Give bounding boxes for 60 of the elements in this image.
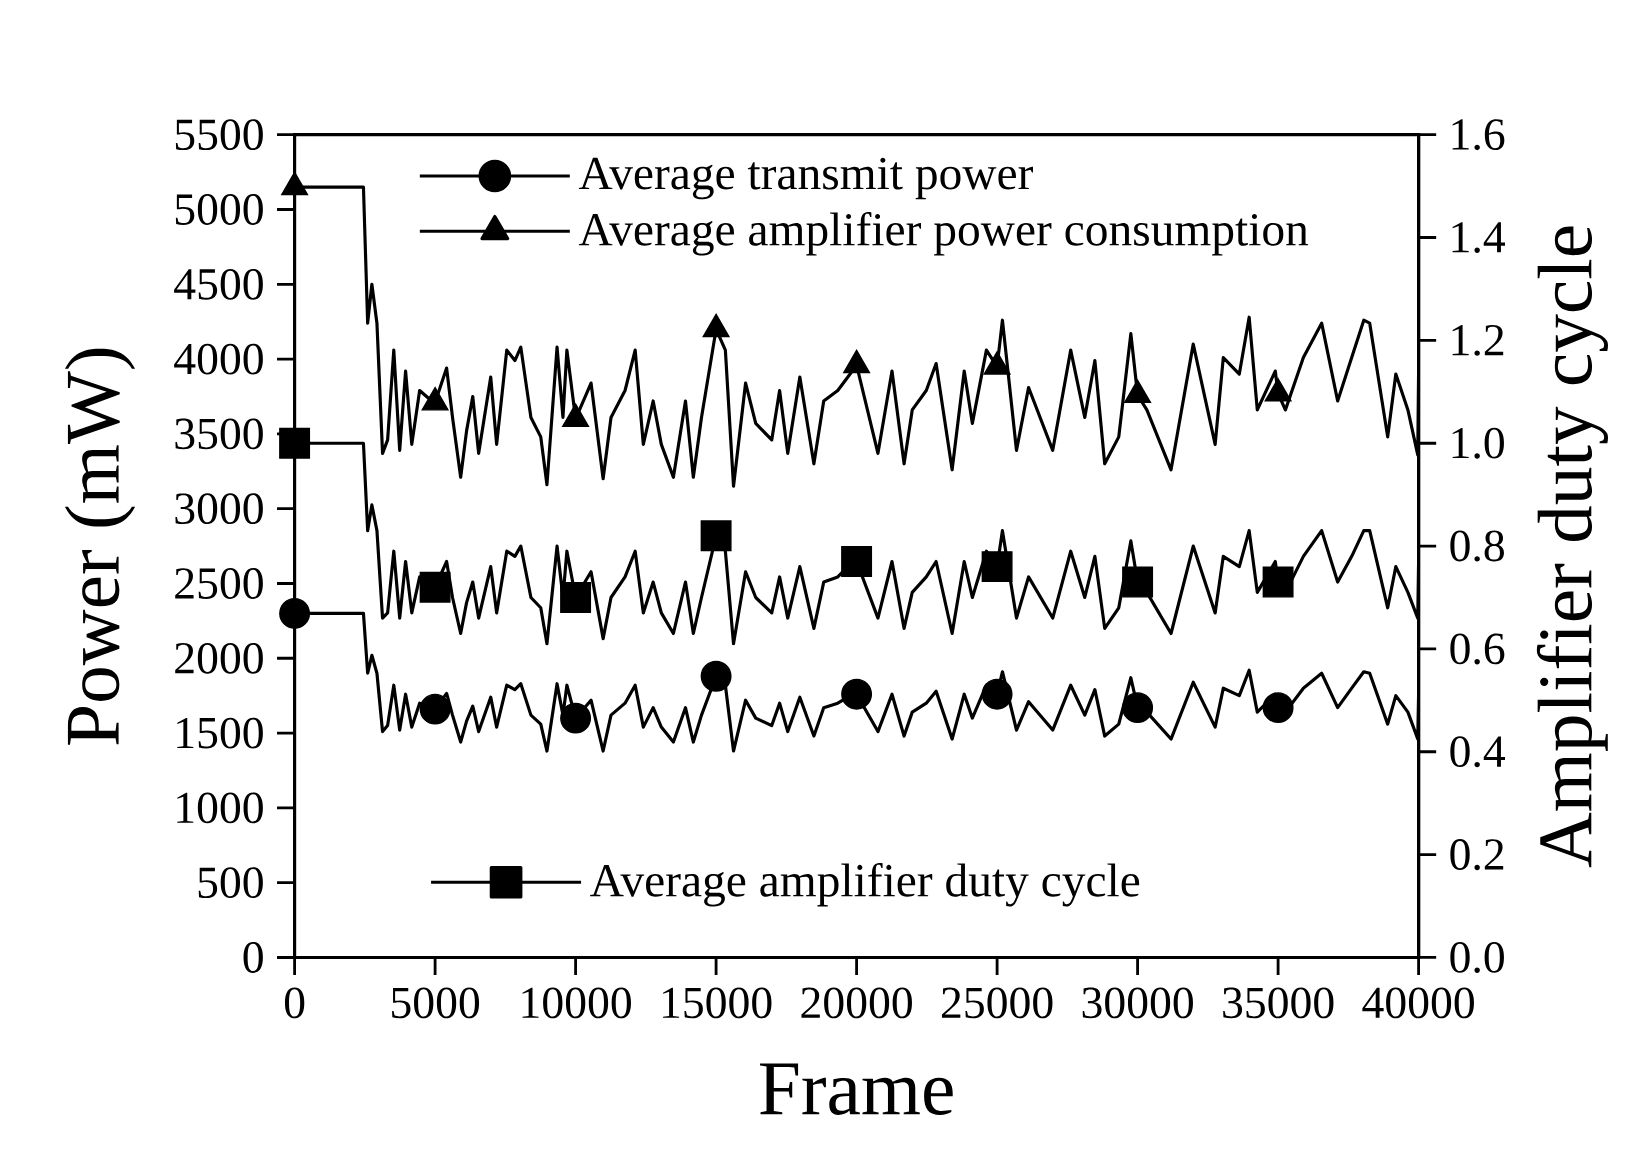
y2-tick-label: 1.2 (1452, 324, 1504, 356)
y-tick-label: 5000 (175, 194, 263, 225)
point (702, 313, 730, 338)
point (1264, 378, 1292, 402)
point (1124, 379, 1152, 404)
x-tick-label: 20000 (801, 987, 912, 1019)
x-tick-label: 15000 (663, 987, 772, 1019)
legend-label: Average amplifier duty cycle (590, 862, 1140, 907)
x-tick-label: 30000 (1082, 987, 1193, 1019)
point (841, 678, 873, 710)
y-tick-label: 1000 (177, 792, 263, 824)
point (841, 546, 873, 577)
y-tick-label: 1500 (177, 717, 263, 749)
point (1262, 566, 1294, 598)
point (279, 597, 311, 629)
legend-label: Average transmit power (578, 157, 1033, 200)
y2-tick-label: 0.2 (1450, 839, 1504, 871)
point (1122, 692, 1154, 724)
y2-tick-label: 0.8 (1450, 530, 1504, 562)
point (981, 678, 1013, 710)
x-tick-label: 40000 (1362, 987, 1474, 1019)
y-tick-label: 2000 (175, 642, 263, 674)
point (1262, 692, 1294, 724)
x-tick-label: 35000 (1223, 987, 1334, 1019)
point (281, 171, 309, 196)
point (421, 387, 449, 411)
x-tick-label: 10000 (522, 987, 631, 1019)
y2-tick-label: 0.6 (1450, 633, 1505, 665)
point (700, 520, 732, 552)
y-tick-label: 4500 (174, 268, 263, 300)
y-tick-label: 5500 (175, 119, 263, 151)
y-tick-label: 2500 (175, 568, 263, 599)
y2-tick-label: 1.6 (1452, 119, 1505, 151)
point (700, 660, 732, 692)
y-tick-label: 4000 (174, 343, 263, 375)
point (1122, 566, 1154, 598)
y-tick-label: 0 (243, 942, 263, 973)
point (843, 349, 871, 374)
point (560, 702, 592, 734)
y2-axis-title: Amplifier duty cycle (1536, 226, 1608, 868)
point (419, 571, 451, 603)
y-tick-label: 3500 (175, 418, 263, 450)
point (560, 582, 592, 613)
x-axis-title: Frame (760, 1063, 953, 1115)
y2-tick-label: 0.0 (1450, 941, 1504, 974)
point (983, 351, 1011, 375)
point (562, 403, 590, 428)
x-tick-label: 0 (284, 987, 305, 1019)
point (279, 427, 311, 459)
y2-tick-label: 1.4 (1452, 222, 1505, 253)
point (981, 551, 1013, 583)
x-tick-label: 5000 (392, 987, 480, 1019)
y-tick-label: 3000 (175, 493, 263, 525)
y-axis-title: Power (mW) (64, 348, 136, 745)
y2-tick-label: 0.4 (1450, 736, 1505, 768)
x-tick-label: 25000 (941, 987, 1053, 1019)
y2-tick-label: 1.0 (1452, 427, 1504, 459)
y-tick-label: 500 (198, 867, 263, 899)
legend-label: Average amplifier power consumption (578, 211, 1309, 256)
point (419, 693, 451, 725)
